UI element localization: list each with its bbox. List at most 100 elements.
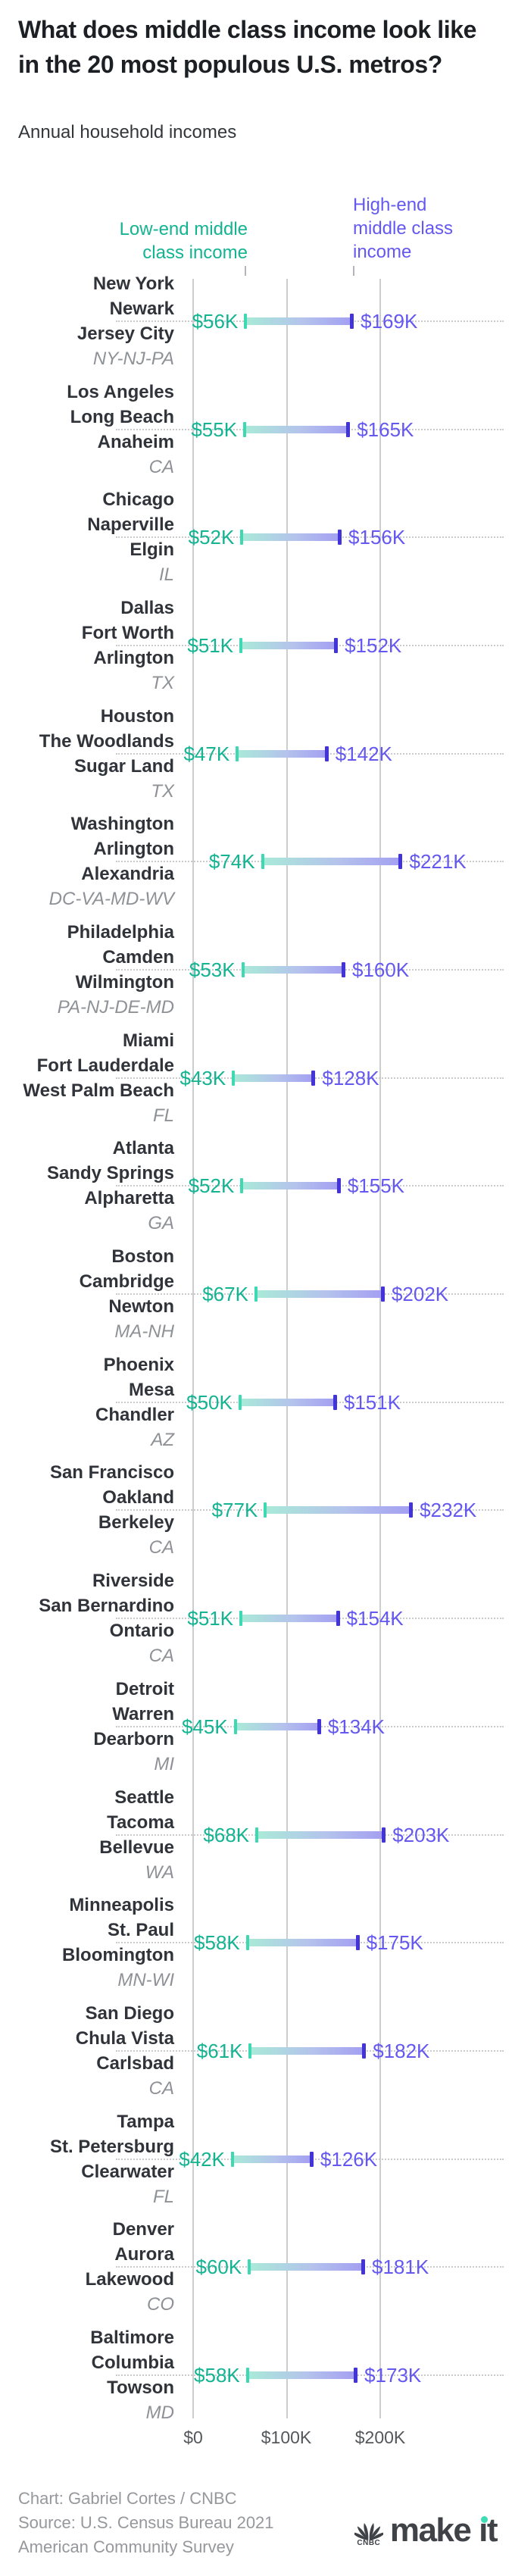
legend-high-line: High-end: [353, 195, 427, 215]
low-end-tick: [245, 1935, 249, 1951]
cnbc-wordmark: CNBC: [357, 2539, 381, 2547]
metro-city-name: Philadelphia: [67, 922, 174, 943]
income-range-bar: [232, 2155, 311, 2163]
income-range-bar: [245, 425, 348, 433]
low-value-label: $53K: [189, 958, 236, 982]
high-end-tick: [398, 854, 403, 870]
legend-low-label: Low-end middle class income: [120, 217, 248, 264]
low-end-tick: [248, 2043, 252, 2059]
metro-state-abbrev: WA: [145, 1862, 174, 1883]
metro-label: Philadelphia Camden Wilmington PA-NJ-DE-MD: [0, 920, 174, 1020]
source-line: American Community Survey: [18, 2537, 234, 2556]
high-end-tick: [346, 421, 351, 437]
metro-city-name: Wilmington: [75, 972, 174, 993]
low-end-tick: [239, 638, 243, 654]
metro-city-name: Boston: [111, 1246, 174, 1268]
metro-city-name: Bloomington: [62, 1945, 174, 1966]
metro-city-name: St. Paul: [107, 1920, 174, 1941]
metro-city-name: Towson: [107, 2377, 174, 2398]
low-value-label: $56K: [192, 310, 239, 333]
metro-state-abbrev: CO: [147, 2294, 174, 2315]
metro-state-abbrev: MD: [145, 2402, 174, 2423]
make-text: make: [389, 2512, 472, 2549]
metro-city-name: San Bernardino: [39, 1596, 174, 1617]
low-value-label: $50K: [186, 1390, 233, 1414]
high-value-label: $203K: [392, 1823, 450, 1846]
high-end-tick: [350, 314, 354, 329]
legend-high-line: middle class: [353, 218, 454, 239]
high-value-label: $202K: [391, 1283, 449, 1306]
metro-label: Riverside San Bernardino Ontario CA: [0, 1568, 174, 1668]
legend-high-label: High-end middle class income: [353, 193, 453, 264]
metro-city-name: Riverside: [92, 1571, 174, 1592]
metro-city-name: Bellevue: [99, 1837, 174, 1858]
low-end-tick: [244, 314, 248, 329]
metro-state-abbrev: CA: [148, 2077, 174, 2099]
income-range-bar: [241, 642, 336, 650]
metro-state-abbrev: DC-VA-MD-WV: [48, 889, 174, 910]
low-value-label: $47K: [183, 742, 230, 765]
low-value-label: $58K: [194, 1931, 240, 1955]
it-text-with-teal-dot: ıt: [479, 2512, 498, 2549]
metro-city-name: St. Petersburg: [49, 2136, 174, 2157]
low-end-tick: [240, 530, 244, 546]
income-range-bar: [262, 858, 401, 866]
metro-city-name: Tacoma: [107, 1812, 174, 1833]
metro-city-name: The Woodlands: [39, 730, 174, 752]
income-range-bar: [242, 966, 343, 974]
high-end-tick: [324, 746, 329, 761]
source-line: Source: U.S. Census Bureau 2021: [18, 2513, 274, 2532]
metro-city-name: Columbia: [91, 2352, 174, 2373]
high-value-label: $156K: [348, 526, 406, 549]
high-value-label: $126K: [320, 2147, 378, 2171]
legend-pointer-tick-low: [245, 266, 246, 276]
high-value-label: $152K: [345, 634, 402, 658]
peacock-feathers-icon: [354, 2523, 383, 2540]
page-subtitle: Annual household incomes: [18, 122, 237, 142]
low-end-tick: [241, 962, 245, 978]
metro-label: New York Newark Jersey City NY-NJ-PA: [0, 271, 174, 371]
high-end-tick: [382, 1827, 386, 1843]
metro-city-name: Chandler: [95, 1404, 174, 1425]
low-end-tick: [230, 2151, 234, 2167]
metro-state-abbrev: PA-NJ-DE-MD: [57, 997, 174, 1018]
low-value-label: $61K: [196, 2039, 243, 2062]
high-value-label: $232K: [420, 1499, 477, 1522]
metro-city-name: Phoenix: [103, 1354, 174, 1375]
high-end-tick: [334, 638, 339, 654]
high-end-tick: [355, 1935, 360, 1951]
low-end-tick: [243, 421, 247, 437]
high-value-label: $134K: [327, 1715, 385, 1738]
low-value-label: $42K: [179, 2147, 225, 2171]
income-range-bar: [241, 1615, 338, 1623]
legend-low-line: Low-end middle: [119, 219, 248, 239]
metro-label: Denver Aurora Lakewood CO: [0, 2217, 174, 2317]
high-value-label: $175K: [366, 1931, 423, 1955]
low-value-label: $43K: [180, 1066, 226, 1089]
metro-city-name: Jersey City: [76, 324, 174, 344]
metro-state-abbrev: IL: [158, 564, 174, 586]
metro-state-abbrev: MA-NH: [114, 1321, 174, 1343]
metro-city-name: Sandy Springs: [46, 1163, 174, 1184]
metro-city-name: Houston: [100, 705, 174, 727]
metro-state-abbrev: CA: [148, 1537, 174, 1558]
income-range-bar: [237, 749, 326, 758]
metro-label: Miami Fort Lauderdale West Palm Beach FL: [0, 1028, 174, 1128]
metro-city-name: Newton: [108, 1296, 174, 1318]
x-axis-tick-100k: $100K: [261, 2428, 312, 2447]
metro-state-abbrev: NY-NJ-PA: [92, 349, 174, 369]
metro-city-name: Long Beach: [70, 406, 174, 427]
low-end-tick: [264, 1502, 267, 1518]
gridline-100k: [286, 279, 288, 2418]
metro-city-name: Denver: [112, 2219, 174, 2240]
metro-city-name: Alpharetta: [84, 1188, 174, 1209]
low-value-label: $68K: [203, 1823, 250, 1846]
legend-high-line: income: [353, 242, 412, 262]
low-end-tick: [261, 854, 264, 870]
metro-city-name: Fort Worth: [81, 623, 174, 644]
metro-city-name: Chicago: [102, 489, 174, 511]
low-value-label: $74K: [208, 850, 255, 874]
high-end-tick: [338, 530, 342, 546]
low-end-tick: [232, 1070, 236, 1086]
page-title: What does middle class income look like …: [18, 16, 477, 78]
